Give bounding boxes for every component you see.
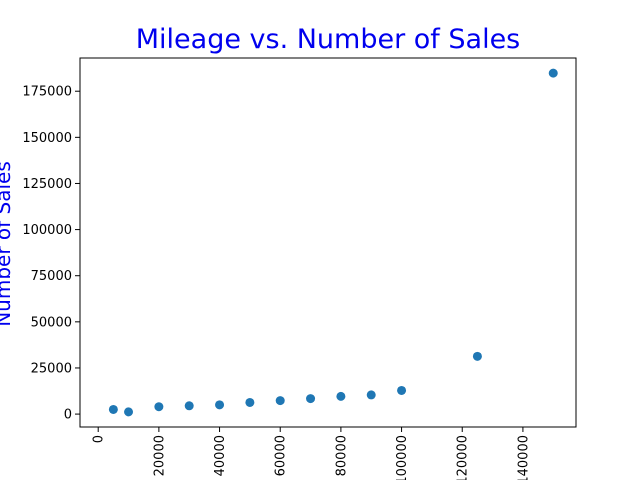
x-tick-label: 140000 — [516, 435, 531, 480]
data-point — [366, 390, 376, 400]
y-tick-label: 25000 — [31, 361, 72, 376]
data-point — [336, 391, 346, 401]
x-tick-label: 100000 — [395, 435, 410, 480]
y-tick-label: 75000 — [31, 269, 72, 284]
axes-frame — [79, 57, 577, 428]
y-tick-label: 175000 — [22, 85, 72, 100]
x-tick-label: 80000 — [334, 435, 349, 476]
x-tick-label: 120000 — [456, 435, 471, 480]
data-point — [108, 404, 118, 414]
chart-title: Mileage vs. Number of Sales — [136, 24, 521, 55]
x-tick-label: 40000 — [213, 435, 228, 476]
y-tick-label: 0 — [64, 408, 72, 423]
data-point — [124, 407, 134, 417]
data-point — [245, 397, 255, 407]
data-point — [548, 68, 558, 78]
data-point — [215, 400, 225, 410]
x-tick-label: 60000 — [274, 435, 289, 476]
data-point — [397, 385, 407, 395]
y-tick-label: 125000 — [22, 177, 72, 192]
x-tick-label: 20000 — [152, 435, 167, 476]
plot-area: 0 20000 40000 60000 80000 100000 120000 140000 0… — [22, 68, 558, 480]
data-point — [472, 351, 482, 361]
y-tick-label: 150000 — [22, 131, 72, 146]
data-point — [306, 394, 316, 404]
y-axis-label: Number of Sales — [0, 161, 15, 327]
x-tick-label: 0 — [92, 435, 107, 443]
data-point — [154, 402, 164, 412]
y-tick-label: 50000 — [31, 315, 72, 330]
data-point — [184, 401, 194, 411]
y-tick-label: 100000 — [22, 223, 72, 238]
data-point — [275, 396, 285, 406]
